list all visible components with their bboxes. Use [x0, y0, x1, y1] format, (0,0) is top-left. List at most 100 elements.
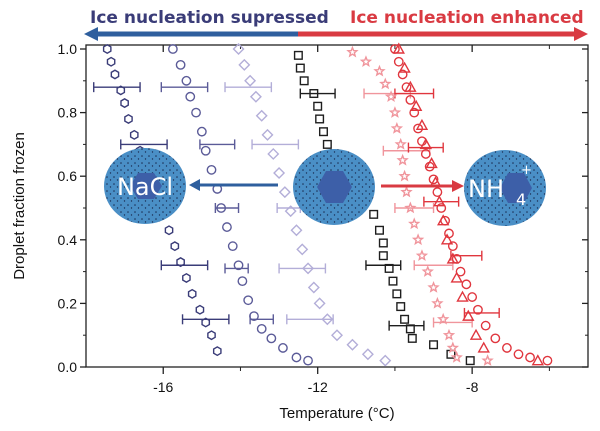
square-marker: [405, 324, 415, 334]
star-marker: [373, 64, 386, 77]
hexagon-marker: [129, 129, 139, 140]
circle-marker: [502, 343, 512, 353]
star-marker: [411, 233, 425, 246]
triangle-marker: [456, 290, 469, 302]
star-marker: [427, 280, 440, 293]
nacl-label: NaCl: [117, 173, 173, 201]
square-marker: [378, 251, 388, 261]
square-marker: [295, 63, 305, 73]
enhanced-arrow: [298, 27, 588, 41]
y-tick-label: 0.8: [58, 105, 78, 121]
star-marker: [446, 341, 460, 354]
y-tick-label: 1.0: [58, 41, 78, 57]
x-axis-label: Temperature (°C): [279, 405, 394, 422]
ice-hexagon-icon: [317, 171, 352, 203]
circle-marker: [303, 355, 313, 366]
nh4-superscript: +: [521, 163, 532, 178]
square-marker: [400, 314, 410, 324]
square-marker: [407, 333, 417, 343]
square-marker: [369, 209, 379, 219]
triangle-marker: [415, 118, 429, 131]
star-marker: [421, 265, 434, 277]
triangle-marker: [433, 195, 446, 207]
square-marker: [388, 276, 398, 286]
diamond-marker: [249, 90, 262, 103]
diamond-marker: [290, 224, 303, 237]
circle-marker: [222, 222, 232, 232]
triangle-marker: [462, 309, 475, 321]
circle-marker: [256, 323, 267, 334]
circle-marker: [243, 295, 254, 306]
circle-marker: [393, 56, 404, 67]
hexagon-marker: [124, 113, 133, 124]
triangle-marker: [425, 157, 438, 169]
triangle-marker: [409, 99, 423, 111]
square-marker: [315, 114, 325, 124]
diamond-marker: [244, 74, 257, 87]
circle-marker: [237, 276, 248, 287]
hexagon-marker: [164, 225, 174, 236]
square-marker: [293, 50, 303, 60]
circle-marker: [461, 279, 472, 290]
star-marker: [359, 55, 373, 67]
star-marker: [437, 312, 450, 325]
left-banner-label: Ice nucleation supressed: [90, 8, 329, 28]
hexagon-marker: [116, 85, 126, 96]
x-tick-label: -8: [466, 379, 479, 395]
star-marker: [400, 185, 413, 198]
circle-marker: [233, 260, 244, 271]
hexagon-marker: [102, 43, 112, 55]
y-tick-label: 0.4: [58, 232, 78, 248]
circle-marker: [227, 241, 238, 252]
diamond-marker: [238, 58, 251, 71]
circle-marker: [436, 203, 447, 213]
circle-marker: [397, 69, 408, 80]
diamond-marker: [361, 348, 374, 361]
star-marker: [481, 354, 494, 366]
diamond-marker: [321, 313, 334, 326]
circle-marker: [278, 343, 288, 353]
nh4-subscript: 4: [516, 190, 526, 209]
star-marker: [379, 77, 392, 90]
star-marker: [431, 296, 444, 309]
triangle-marker: [398, 61, 411, 73]
diamond-marker: [267, 147, 280, 160]
series-pink-stars: [346, 45, 494, 366]
nh4-droplet: NH 4 +: [464, 150, 546, 226]
star-marker: [442, 328, 456, 341]
y-tick-label: 0.0: [58, 359, 78, 375]
diamond-marker: [346, 338, 359, 351]
circle-marker: [455, 266, 466, 277]
circle-marker: [467, 292, 478, 302]
series-lavender-diamonds: [232, 43, 392, 367]
square-marker: [374, 225, 384, 235]
circle-marker: [206, 164, 217, 175]
y-tick-label: 0.2: [58, 295, 78, 311]
circle-marker: [175, 60, 186, 70]
diamond-marker: [302, 262, 315, 275]
square-marker: [396, 302, 406, 312]
circle-marker: [196, 126, 207, 137]
diamond-marker: [284, 205, 297, 218]
circle-marker: [480, 320, 491, 331]
circle-marker: [542, 355, 553, 366]
circle-marker: [249, 311, 259, 322]
diamond-marker: [255, 109, 268, 122]
hexagon-marker: [195, 304, 205, 315]
hexagon-marker: [201, 317, 211, 328]
square-marker: [318, 127, 328, 137]
hexagon-marker: [106, 56, 116, 67]
circle-marker: [291, 352, 302, 363]
star-marker: [404, 201, 417, 214]
circle-marker: [185, 91, 196, 102]
circle-marker: [181, 75, 192, 86]
square-marker: [299, 76, 309, 86]
circle-marker: [428, 174, 439, 185]
nacl-droplet: NaCl: [104, 148, 186, 224]
triangle-marker: [392, 42, 405, 54]
triangle-marker: [446, 252, 460, 264]
y-tick-label: 0.6: [58, 168, 78, 184]
square-marker: [322, 139, 332, 149]
star-marker: [408, 217, 421, 230]
